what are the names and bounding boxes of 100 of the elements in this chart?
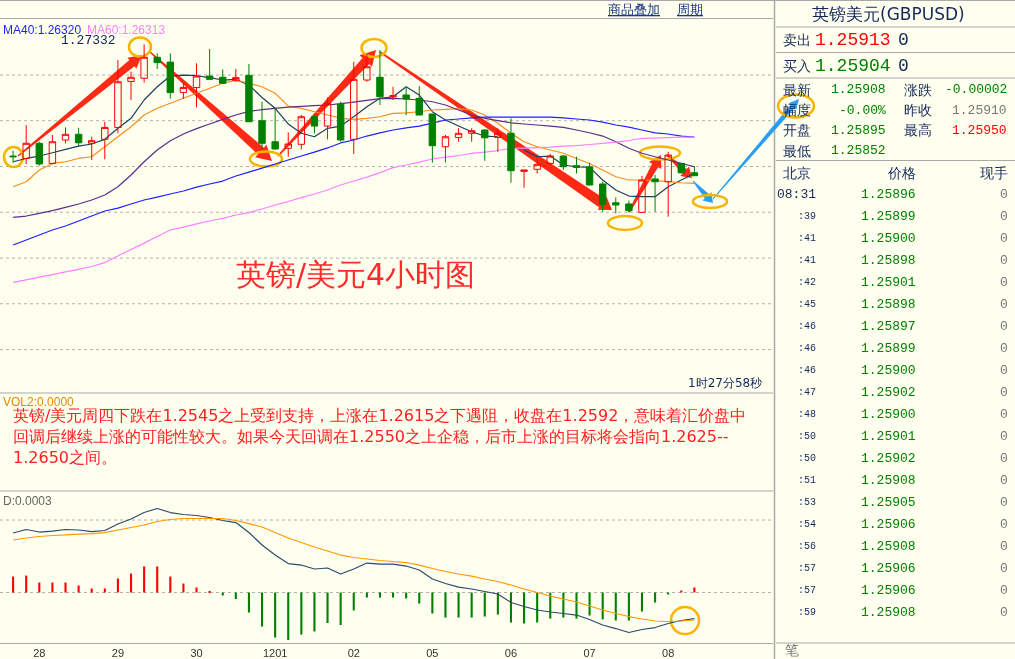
text: :41 1.25898 0: [798, 253, 1008, 268]
text: 08:31 1.25896 0: [777, 187, 1008, 202]
text: :39 1.25899 0: [798, 209, 1008, 224]
candlestick: [245, 63, 253, 123]
text: :46 1.25897 0: [798, 319, 1008, 334]
text: :50 1.25901 0: [798, 429, 1008, 444]
candlestick: [638, 175, 646, 213]
bar: [378, 592, 381, 598]
bar: [12, 576, 15, 593]
bar: [680, 590, 683, 593]
candlestick: [651, 174, 659, 213]
bar: [77, 585, 80, 593]
x-tick-label: 30: [190, 647, 203, 659]
candlestick: [507, 117, 515, 184]
text: 笔: [785, 642, 799, 658]
bar: [300, 592, 303, 635]
x-tick-label: 29: [111, 647, 125, 659]
candlestick: [546, 153, 554, 166]
candlestick: [363, 53, 371, 83]
candlestick: [9, 150, 17, 164]
bar: [418, 592, 421, 604]
text: VOL2:0.0000: [3, 395, 75, 409]
candlestick: [454, 127, 463, 143]
bar: [182, 583, 185, 593]
bar: [313, 592, 316, 632]
candlestick: [153, 52, 161, 70]
candlestick: [336, 101, 345, 143]
text: 最新 1.25908 涨跌 -0.00002: [783, 82, 1008, 98]
bar: [431, 592, 434, 614]
bar: [287, 592, 290, 640]
candlestick: [179, 82, 188, 100]
candlestick: [323, 96, 332, 140]
text: :54 1.25906 0: [798, 517, 1008, 532]
candlestick: [533, 157, 541, 174]
bar: [693, 587, 696, 593]
text: 英镑/美元4小时图: [236, 257, 476, 292]
candlestick: [88, 136, 96, 161]
candlestick: [114, 59, 122, 134]
text: :47 1.25902 0: [798, 385, 1008, 400]
x-tick-label: 07: [583, 647, 596, 659]
candlestick: [598, 181, 607, 213]
candlestick: [166, 52, 175, 100]
text: :57 1.25906 0: [798, 583, 1008, 598]
candlestick: [297, 114, 306, 150]
candlestick: [428, 113, 437, 164]
candlestick: [219, 68, 227, 85]
text: :46 1.25900 0: [798, 363, 1008, 378]
bar: [640, 592, 644, 612]
candlestick: [664, 151, 672, 218]
bar: [392, 592, 395, 598]
x-tick-label: 02: [347, 647, 360, 659]
bar: [326, 592, 329, 624]
text: :59 1.25908 0: [798, 605, 1008, 620]
text: 英镑/美元周四下跌在1.2545之上受到支持，上涨在1.2615之下遇阻，收盘在1.2592，意味着汇价盘中回调后继续上涨的可能性较大。如果今天回调在1.2550之上企稳，后市上涨的目标将会指向1.2625--1.2650之间。: [13, 406, 747, 467]
candlestick: [572, 156, 581, 174]
candlestick: [467, 127, 476, 143]
text: :51 1.25908 0: [798, 473, 1008, 488]
x-tick-label: 08: [662, 647, 675, 659]
x-tick-label: 05: [426, 647, 439, 659]
text: :57 1.25906 0: [798, 561, 1008, 576]
text: 1时27分58秒: [688, 376, 763, 390]
candlestick: [585, 162, 594, 186]
bar: [51, 582, 54, 593]
text: D:0.0003: [3, 494, 53, 508]
bar: [536, 592, 539, 623]
bar: [129, 573, 133, 593]
bar: [483, 592, 486, 617]
bar: [221, 592, 224, 596]
candlestick: [140, 43, 148, 84]
bar: [260, 592, 264, 627]
text: 开盘 1.25895 最高 1.25950: [783, 122, 1007, 138]
candlestick: [48, 134, 57, 165]
candlestick: [612, 196, 620, 214]
bar: [169, 576, 172, 593]
text: :53 1.25905 0: [798, 495, 1008, 510]
candlestick: [494, 127, 502, 153]
bar: [38, 582, 41, 593]
text: :56 1.25908 0: [798, 539, 1008, 554]
x-tick-label: 1201: [262, 647, 288, 659]
bar: [25, 575, 28, 593]
bar: [444, 592, 447, 618]
candlestick: [192, 62, 201, 108]
candlestick: [258, 101, 266, 150]
bar: [365, 592, 368, 598]
text: 买入 1.25904 0: [783, 56, 909, 76]
candlestick: [376, 49, 384, 106]
text: :46 1.25899 0: [798, 341, 1008, 356]
bar: [654, 592, 657, 603]
bar: [103, 588, 106, 593]
bar: [667, 592, 670, 595]
candlestick: [625, 200, 633, 213]
bar: [247, 592, 250, 613]
x-tick-label: 06: [504, 647, 518, 659]
bar: [116, 578, 119, 593]
bar: [143, 566, 146, 593]
text: :50 1.25902 0: [798, 451, 1008, 466]
bar: [195, 587, 198, 593]
text: 英镑美元(GBPUSD): [812, 4, 965, 24]
text: :48 1.25900 0: [798, 407, 1008, 422]
bar: [339, 592, 342, 626]
